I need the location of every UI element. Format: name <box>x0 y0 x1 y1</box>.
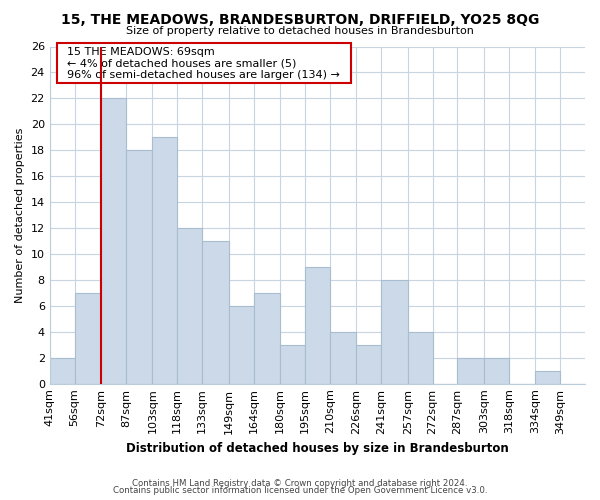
Bar <box>202 241 229 384</box>
Bar <box>254 293 280 384</box>
Bar <box>356 345 381 384</box>
Bar <box>101 98 126 384</box>
Bar <box>330 332 356 384</box>
Text: Contains public sector information licensed under the Open Government Licence v3: Contains public sector information licen… <box>113 486 487 495</box>
Y-axis label: Number of detached properties: Number of detached properties <box>15 128 25 303</box>
Bar <box>50 358 74 384</box>
Text: 15, THE MEADOWS, BRANDESBURTON, DRIFFIELD, YO25 8QG: 15, THE MEADOWS, BRANDESBURTON, DRIFFIEL… <box>61 12 539 26</box>
Bar <box>152 138 177 384</box>
Bar <box>280 345 305 384</box>
Bar <box>177 228 202 384</box>
Text: 15 THE MEADOWS: 69sqm
  ← 4% of detached houses are smaller (5)
  96% of semi-de: 15 THE MEADOWS: 69sqm ← 4% of detached h… <box>61 46 347 80</box>
Bar <box>407 332 433 384</box>
Bar <box>457 358 484 384</box>
Text: Size of property relative to detached houses in Brandesburton: Size of property relative to detached ho… <box>126 26 474 36</box>
Bar <box>381 280 407 384</box>
Bar <box>535 370 560 384</box>
Bar <box>229 306 254 384</box>
Bar <box>305 267 330 384</box>
Bar <box>126 150 152 384</box>
Text: Contains HM Land Registry data © Crown copyright and database right 2024.: Contains HM Land Registry data © Crown c… <box>132 478 468 488</box>
Bar <box>484 358 509 384</box>
Bar <box>74 293 101 384</box>
X-axis label: Distribution of detached houses by size in Brandesburton: Distribution of detached houses by size … <box>126 442 509 455</box>
